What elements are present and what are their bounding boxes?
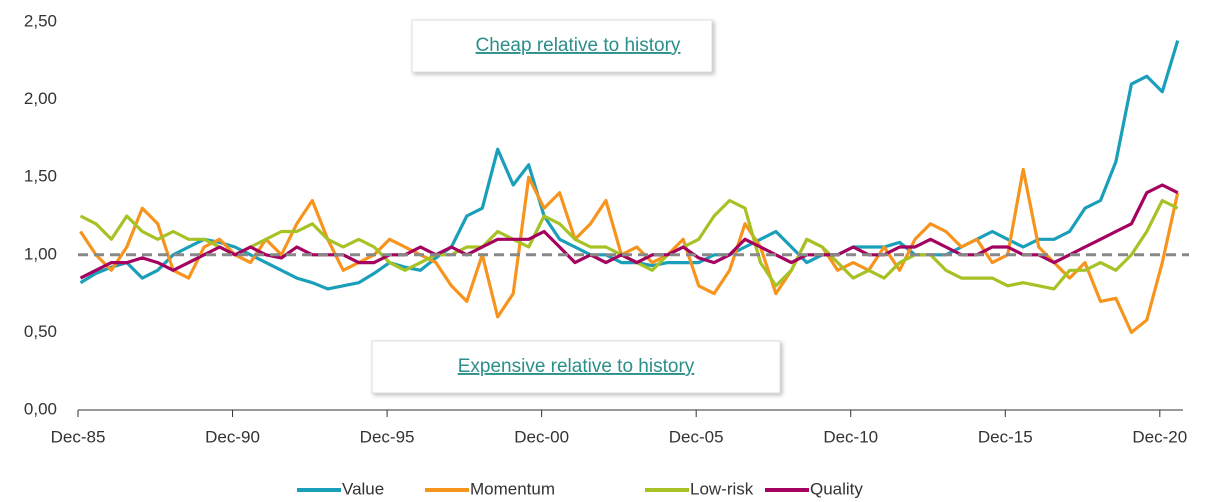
series-line (79, 198, 1179, 291)
x-tick-label: Dec-95 (360, 427, 415, 446)
y-tick-label: 2,00 (24, 89, 57, 108)
x-tick-label: Dec-90 (205, 427, 260, 446)
legend-label: Value (342, 479, 384, 498)
y-tick-label: 1,50 (24, 167, 57, 186)
series-line (79, 40, 1180, 291)
legend-label: Momentum (470, 479, 555, 498)
x-tick-label: Dec-00 (514, 427, 569, 446)
annotation: Expensive relative to history (458, 356, 695, 377)
y-tick-label: 0,00 (24, 399, 57, 418)
legend-label: Low-risk (690, 479, 754, 498)
legend-label: Quality (810, 479, 863, 498)
x-tick-label: Dec-20 (1132, 427, 1187, 446)
annotation-box (411, 19, 713, 73)
x-tick-label: Dec-05 (669, 427, 724, 446)
y-tick-label: 0,50 (24, 322, 57, 341)
annotation: Cheap relative to history (476, 35, 681, 56)
y-tick-label: 1,00 (24, 244, 57, 263)
series-line (79, 167, 1180, 334)
x-tick-label: Dec-15 (978, 427, 1033, 446)
x-tick-label: Dec-85 (51, 427, 106, 446)
annotation-box (371, 340, 781, 394)
x-tick-label: Dec-10 (823, 427, 878, 446)
y-tick-label: 2,50 (24, 11, 57, 30)
